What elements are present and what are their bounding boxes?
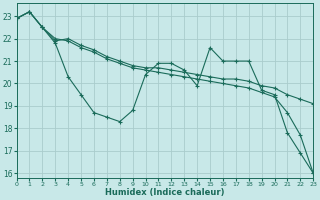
X-axis label: Humidex (Indice chaleur): Humidex (Indice chaleur) — [105, 188, 225, 197]
